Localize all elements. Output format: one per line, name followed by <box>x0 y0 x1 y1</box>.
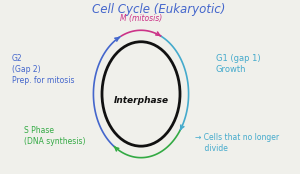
Text: M (mitosis): M (mitosis) <box>120 14 162 23</box>
Text: S Phase
(DNA synthesis): S Phase (DNA synthesis) <box>24 126 85 146</box>
Text: → Cells that no longer
    divide: → Cells that no longer divide <box>195 133 279 153</box>
Text: G2
(Gap 2)
Prep. for mitosis: G2 (Gap 2) Prep. for mitosis <box>12 54 74 85</box>
Text: G1 (gap 1)
Growth: G1 (gap 1) Growth <box>216 54 261 74</box>
Text: Cell Cycle (Eukaryotic): Cell Cycle (Eukaryotic) <box>92 3 226 17</box>
Text: Interphase: Interphase <box>113 96 169 105</box>
